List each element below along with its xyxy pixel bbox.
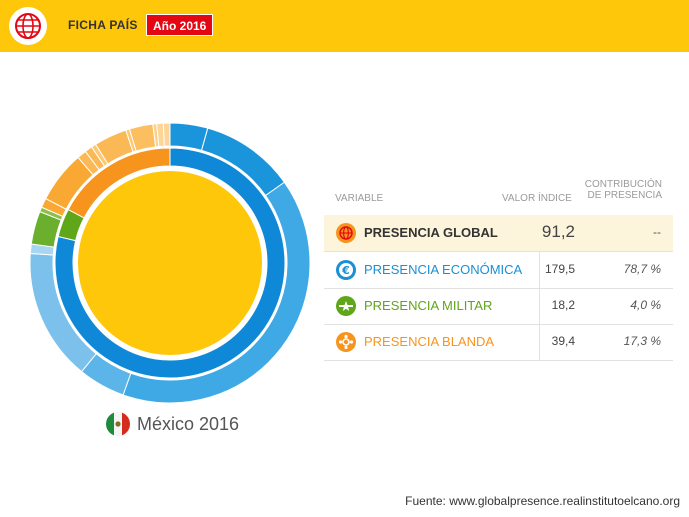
column-header-value: VALOR ÍNDICE	[502, 193, 572, 204]
row-contribution: 78,7 %	[623, 262, 661, 276]
row-value: 18,2	[551, 298, 575, 312]
column-divider	[539, 288, 540, 324]
euro-icon: €	[336, 260, 356, 280]
globe-icon	[15, 13, 41, 39]
column-header-contribution: CONTRIBUCIÓN DE PRESENCIA	[584, 179, 662, 201]
column-divider	[539, 324, 540, 360]
row-label: PRESENCIA GLOBAL	[364, 225, 498, 240]
row-value: 179,5	[544, 262, 575, 276]
year-badge[interactable]: Año 2016	[146, 14, 214, 36]
dimension-slice-2[interactable]	[67, 147, 171, 219]
row-value: 39,4	[551, 334, 575, 348]
source-note: Fuente: www.globalpresence.realinstituto…	[405, 494, 680, 508]
globe-icon	[336, 223, 356, 243]
row-contribution: --	[653, 225, 661, 239]
indicator-slice-18[interactable]	[162, 122, 171, 147]
svg-text:€: €	[341, 264, 350, 277]
row-label: PRESENCIA ECONÓMICA	[364, 262, 523, 277]
header-bar: FICHA PAÍS Año 2016	[0, 0, 689, 52]
table-row-global[interactable]: PRESENCIA GLOBAL 91,2 --	[324, 215, 673, 252]
table-row-military[interactable]: PRESENCIA MILITAR 18,2 4,0 %	[324, 288, 673, 325]
column-divider	[539, 252, 540, 288]
page-title: FICHA PAÍS	[68, 18, 138, 32]
table-row-economic[interactable]: € PRESENCIA ECONÓMICA 179,5 78,7 %	[324, 252, 673, 289]
mexico-flag-icon	[106, 412, 130, 436]
row-contribution: 4,0 %	[630, 298, 661, 312]
sunburst-chart	[29, 122, 311, 404]
military-star-icon	[336, 296, 356, 316]
column-header-variable: VARIABLE	[335, 193, 384, 204]
row-value: 91,2	[541, 222, 575, 241]
row-contribution: 17,3 %	[623, 334, 661, 348]
logo	[9, 7, 47, 45]
dimension-slice-0[interactable]	[54, 147, 286, 379]
row-label: PRESENCIA BLANDA	[364, 334, 495, 349]
country-name: México 2016	[137, 414, 240, 434]
indicator-slice-0[interactable]	[169, 122, 209, 151]
soft-power-icon	[336, 332, 356, 352]
center-global-disc[interactable]	[78, 171, 262, 355]
row-label: PRESENCIA MILITAR	[364, 298, 493, 313]
table-row-soft[interactable]: PRESENCIA BLANDA 39,4 17,3 %	[324, 324, 673, 361]
